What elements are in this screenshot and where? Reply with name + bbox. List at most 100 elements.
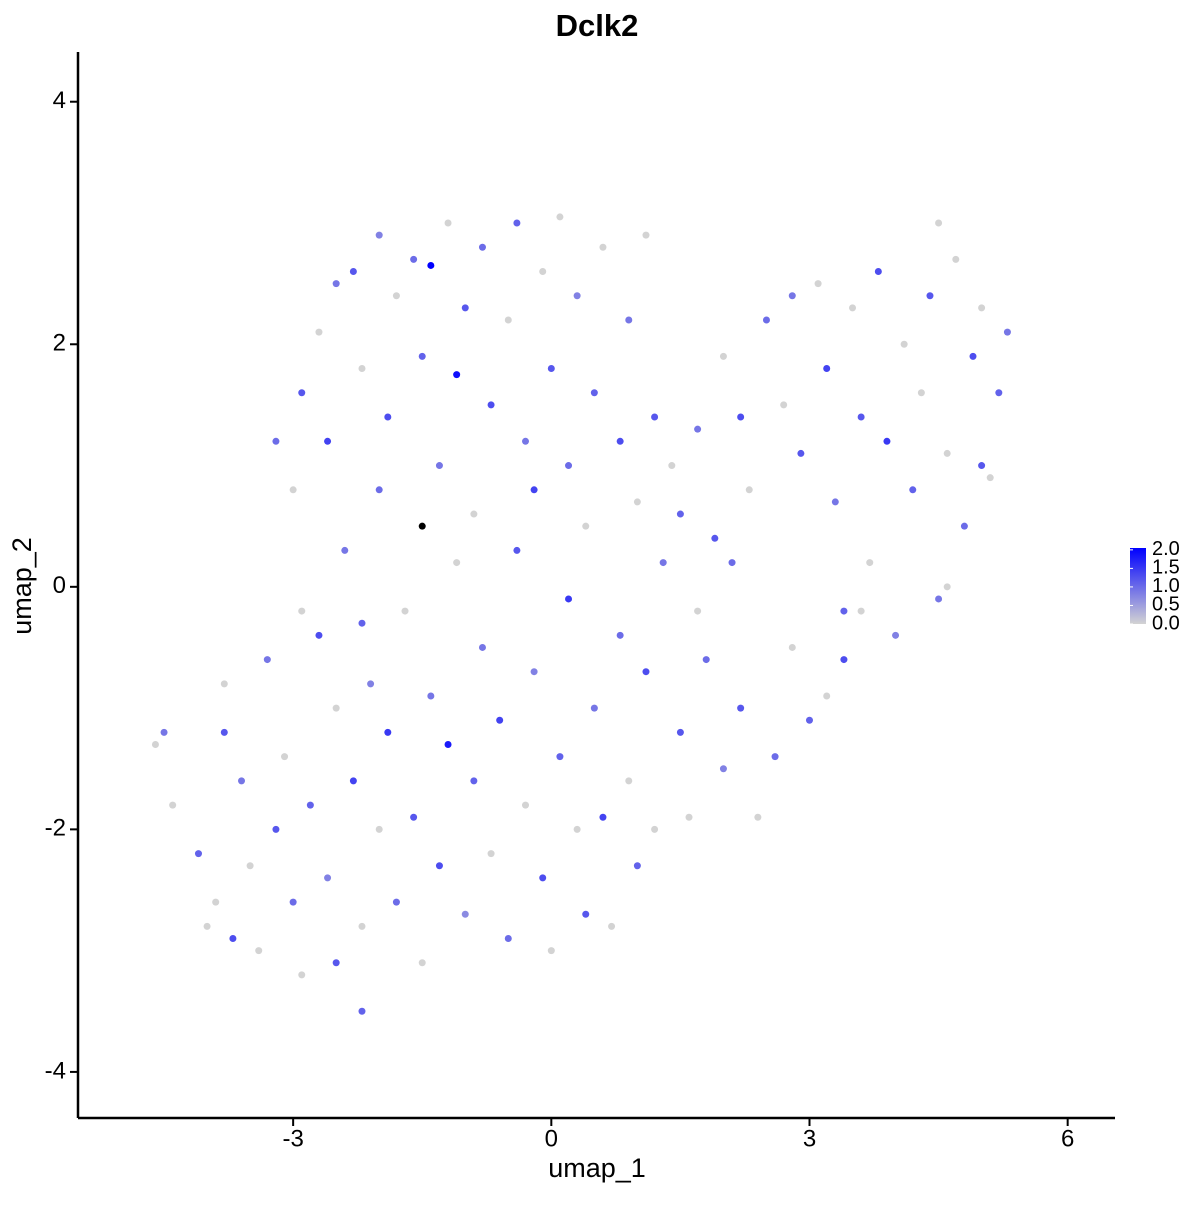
point	[281, 753, 289, 761]
point	[539, 268, 547, 276]
point	[831, 498, 839, 506]
point	[375, 825, 383, 833]
point	[788, 292, 796, 300]
point	[582, 910, 590, 918]
point	[513, 219, 521, 227]
point	[392, 898, 400, 906]
point	[410, 813, 418, 821]
point	[935, 595, 943, 603]
point	[711, 534, 719, 542]
point	[565, 462, 573, 470]
point	[358, 619, 366, 627]
point	[565, 595, 573, 603]
point	[461, 304, 469, 312]
point	[530, 486, 538, 494]
point	[642, 668, 650, 676]
point	[935, 219, 943, 227]
point	[995, 389, 1003, 397]
point	[943, 449, 951, 457]
point	[909, 486, 917, 494]
point	[754, 813, 762, 821]
point	[771, 753, 779, 761]
point	[427, 692, 435, 700]
point	[676, 728, 684, 736]
point	[608, 922, 616, 930]
point	[900, 340, 908, 348]
point	[375, 231, 383, 239]
point	[504, 316, 512, 324]
point	[917, 389, 925, 397]
point	[814, 280, 822, 288]
point	[823, 692, 831, 700]
point	[952, 255, 960, 263]
point	[668, 462, 676, 470]
point	[599, 813, 607, 821]
point	[496, 716, 504, 724]
point	[590, 704, 598, 712]
point	[349, 777, 357, 785]
point	[685, 813, 693, 821]
colorbar-label: 1.5	[1152, 557, 1180, 579]
point	[978, 304, 986, 312]
colorbar-label: 0.0	[1152, 612, 1180, 634]
point	[719, 765, 727, 773]
point	[478, 643, 486, 651]
point	[298, 607, 306, 615]
point	[522, 801, 530, 809]
point	[194, 850, 202, 858]
point	[349, 268, 357, 276]
point	[590, 389, 598, 397]
point	[358, 365, 366, 373]
point	[238, 777, 246, 785]
point	[883, 437, 891, 445]
point	[435, 462, 443, 470]
point	[694, 607, 702, 615]
point	[478, 243, 486, 251]
colorbar	[1130, 548, 1146, 624]
point	[651, 413, 659, 421]
x-axis-title: umap_1	[548, 1153, 646, 1183]
point	[513, 546, 521, 554]
point	[358, 922, 366, 930]
point	[384, 413, 392, 421]
point	[289, 486, 297, 494]
point	[453, 371, 461, 379]
point	[332, 959, 340, 967]
point	[874, 268, 882, 276]
x-tick-label: 3	[803, 1125, 816, 1152]
point	[866, 559, 874, 567]
point	[246, 862, 254, 870]
point	[220, 680, 228, 688]
point	[315, 328, 323, 336]
point	[892, 631, 900, 639]
point	[659, 559, 667, 567]
x-tick-label: 0	[545, 1125, 558, 1152]
point	[616, 437, 624, 445]
point	[324, 874, 332, 882]
point	[444, 219, 452, 227]
point	[719, 352, 727, 360]
point	[745, 486, 753, 494]
point	[461, 910, 469, 918]
point	[978, 462, 986, 470]
point	[160, 728, 168, 736]
point	[418, 959, 426, 967]
point	[840, 656, 848, 664]
point	[556, 213, 564, 221]
y-tick-label: -4	[45, 1057, 66, 1084]
point	[324, 437, 332, 445]
point	[943, 583, 951, 591]
point	[367, 680, 375, 688]
point	[857, 607, 865, 615]
point	[1003, 328, 1011, 336]
colorbar-label: 1.0	[1152, 575, 1180, 597]
point	[332, 704, 340, 712]
point	[384, 728, 392, 736]
point	[547, 947, 555, 955]
point	[573, 825, 581, 833]
point	[582, 522, 590, 530]
y-tick-label: 4	[53, 87, 66, 114]
point	[969, 352, 977, 360]
point	[539, 874, 547, 882]
